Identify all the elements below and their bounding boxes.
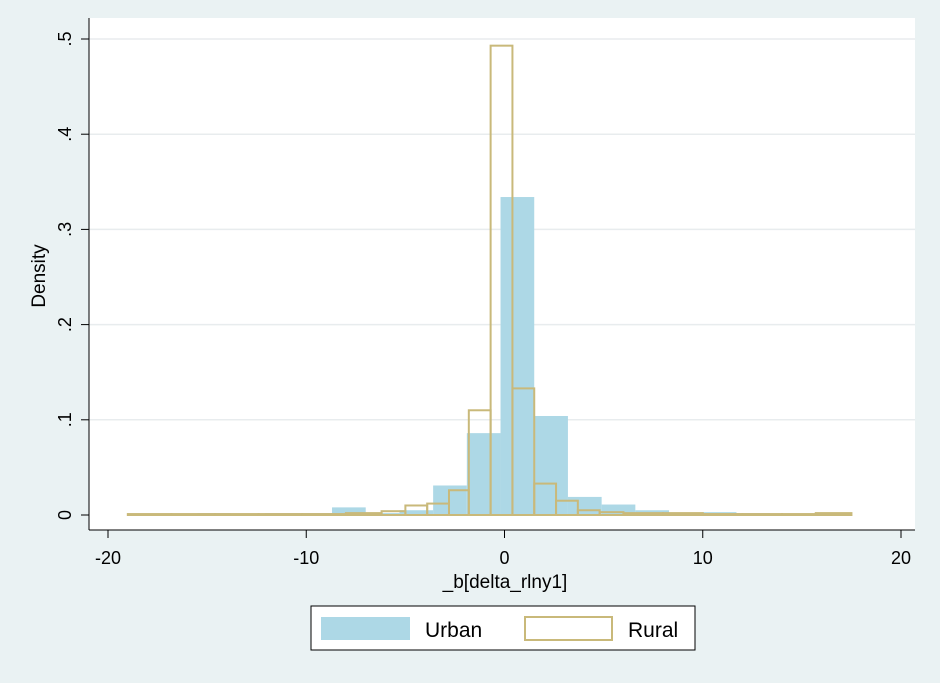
rural-bar xyxy=(126,513,173,516)
rural-bar xyxy=(814,512,853,517)
rural-bar xyxy=(741,513,784,516)
y-tick-label: 0 xyxy=(55,510,75,520)
axes xyxy=(88,18,915,531)
rural-bars xyxy=(126,44,853,517)
y-tick-label: .3 xyxy=(55,222,75,237)
rural-bar xyxy=(344,512,383,517)
urban-bar xyxy=(466,433,501,515)
urban-bar xyxy=(534,415,568,515)
x-ticks: -20 -10 0 10 20 xyxy=(95,530,911,568)
rural-bar xyxy=(489,44,514,516)
rural-bar xyxy=(301,513,347,516)
urban-bar xyxy=(399,510,434,515)
rural-bar xyxy=(257,513,304,516)
x-tick-label: 20 xyxy=(891,548,911,568)
urban-bar xyxy=(601,504,636,515)
rural-bar xyxy=(170,513,217,516)
x-tick-label: -10 xyxy=(293,548,319,568)
rural-bar xyxy=(214,513,260,516)
legend-swatch-urban xyxy=(321,617,410,640)
legend: Urban Rural xyxy=(310,605,696,651)
y-ticks: 0 .1 .2 .3 .4 .5 xyxy=(55,31,89,520)
y-axis-title: Density xyxy=(29,244,50,308)
x-tick-label: -20 xyxy=(95,548,121,568)
legend-label-urban: Urban xyxy=(425,619,482,642)
legend-swatch-rural xyxy=(524,616,613,641)
legend-box xyxy=(310,605,696,651)
y-tick-label: .4 xyxy=(55,127,75,142)
urban-bar xyxy=(500,197,535,516)
y-tick-label: .1 xyxy=(55,412,75,427)
rural-bar xyxy=(701,513,744,516)
x-tick-label: 10 xyxy=(693,548,713,568)
rural-bar xyxy=(511,387,536,516)
urban-bar xyxy=(332,507,366,515)
urban-bar xyxy=(567,496,602,515)
y-tick-label: .5 xyxy=(55,31,75,46)
rural-bar xyxy=(555,499,579,517)
x-axis-title: _b[delta_rlny1] xyxy=(442,572,568,593)
y-tick-label: .2 xyxy=(55,317,75,332)
rural-bar xyxy=(662,512,704,517)
x-tick-label: 0 xyxy=(499,548,509,568)
rural-bar xyxy=(781,513,817,516)
rural-bar xyxy=(533,482,558,517)
rural-bar xyxy=(622,512,665,517)
legend-label-rural: Rural xyxy=(628,619,678,642)
